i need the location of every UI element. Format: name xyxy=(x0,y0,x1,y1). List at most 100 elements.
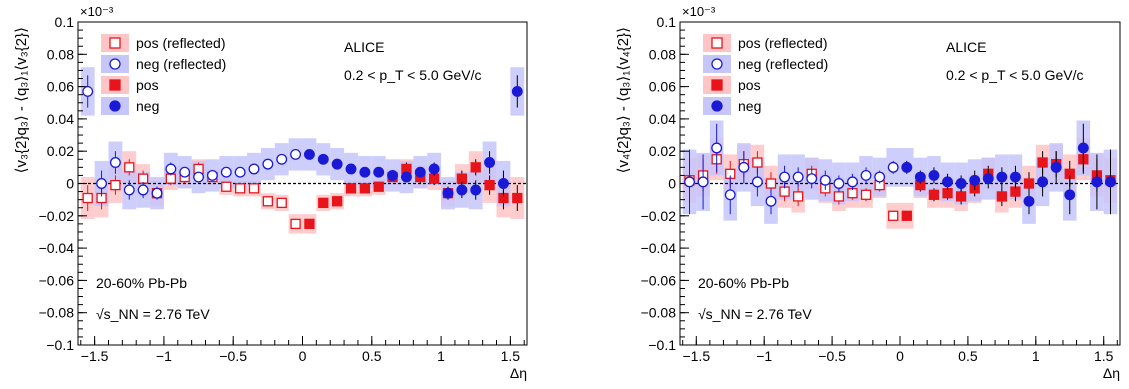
marker-pos xyxy=(345,183,357,194)
marker-neg-reflected xyxy=(179,166,191,178)
marker-neg xyxy=(1091,176,1103,188)
marker-neg-reflected xyxy=(151,187,163,199)
marker-pos-reflected xyxy=(221,181,232,192)
marker-neg-reflected xyxy=(874,171,886,183)
legend-marker xyxy=(109,100,121,112)
marker-neg-reflected xyxy=(847,176,858,188)
marker-pos-reflected xyxy=(110,179,121,191)
y-tick-label: 0.02 xyxy=(47,143,74,159)
marker-neg-reflected xyxy=(833,178,845,189)
chart-panel-1: −0.1 −0.08 −0.06 −0.04 −0.02 0 0.02 0.04 0.06 0.0… xyxy=(13,4,528,381)
legend-label: pos (reflected) xyxy=(738,35,827,51)
marker-pos-reflected xyxy=(765,178,777,189)
y-tick-label: 0.06 xyxy=(47,79,74,95)
marker-pos xyxy=(928,189,940,200)
x-tick-label: −1.5 xyxy=(682,348,710,364)
legend-label: neg xyxy=(136,98,159,114)
legend-label: neg (reflected) xyxy=(738,56,828,72)
marker-neg xyxy=(400,171,412,183)
y-tick-label: 0.04 xyxy=(649,111,676,127)
marker-pos-reflected xyxy=(779,186,790,197)
marker-pos-reflected xyxy=(234,183,246,194)
legend-marker xyxy=(711,58,723,70)
marker-pos xyxy=(331,196,343,207)
marker-pos xyxy=(470,162,481,173)
y-tick-label: 0.1 xyxy=(55,14,75,30)
marker-pos-reflected xyxy=(262,196,274,207)
legend-label: neg xyxy=(738,98,761,114)
marker-neg-reflected xyxy=(262,158,274,170)
y-tick-label: −0.1 xyxy=(46,337,74,353)
marker-pos xyxy=(1010,186,1021,197)
marker-pos xyxy=(512,192,523,204)
marker-pos xyxy=(318,197,329,209)
y-tick-label: −0.06 xyxy=(39,272,75,288)
x-axis-label: Δη xyxy=(1103,365,1120,381)
x-tick-label: −1.5 xyxy=(81,348,109,364)
marker-neg-reflected xyxy=(819,174,831,186)
marker-neg xyxy=(456,184,468,196)
y-tick-label: −0.08 xyxy=(641,305,677,321)
marker-pos xyxy=(901,210,912,221)
x-tick-label: 1.5 xyxy=(1094,348,1114,364)
marker-pos-reflected xyxy=(833,191,845,202)
y-tick-label: −0.06 xyxy=(641,272,677,288)
marker-pos-reflected xyxy=(290,218,301,230)
experiment-label: ALICE xyxy=(946,39,986,55)
x-tick-label: 1 xyxy=(1032,348,1040,364)
legend: pos (reflected) neg (reflected) pos neg xyxy=(703,34,828,115)
marker-pos xyxy=(304,218,315,230)
marker-pos-reflected xyxy=(248,183,260,194)
y-tick-label: −0.1 xyxy=(648,337,676,353)
marker-neg xyxy=(414,166,426,178)
marker-pos-reflected xyxy=(847,188,858,199)
kinematic-range-label: 0.2 < p_T < 5.0 GeV/c xyxy=(946,67,1084,83)
marker-neg-reflected xyxy=(697,176,709,188)
y-tick-label: 0.02 xyxy=(649,143,676,159)
marker-pos-reflected xyxy=(137,173,149,184)
y-tick-label: 0.08 xyxy=(649,46,676,62)
x-tick-label: 0.5 xyxy=(958,348,978,364)
legend-marker xyxy=(109,37,121,49)
marker-pos-reflected xyxy=(752,157,763,168)
marker-neg-reflected xyxy=(137,184,149,196)
marker-neg-reflected xyxy=(860,169,872,181)
marker-pos xyxy=(996,191,1008,202)
marker-neg-reflected xyxy=(684,176,695,188)
marker-neg-reflected xyxy=(779,171,791,183)
marker-pos xyxy=(1023,178,1035,189)
marker-neg-reflected xyxy=(738,161,750,173)
y-tick-label: 0.06 xyxy=(649,79,676,95)
marker-neg-reflected xyxy=(96,178,108,189)
marker-neg xyxy=(1009,171,1021,183)
marker-neg xyxy=(442,187,454,199)
y-tick-label: −0.08 xyxy=(39,305,75,321)
marker-pos xyxy=(359,183,371,194)
x-axis-label: Δη xyxy=(510,365,527,381)
marker-pos-reflected xyxy=(124,162,135,173)
marker-neg xyxy=(511,85,523,97)
x-tick-label: 0.5 xyxy=(362,348,382,364)
marker-neg xyxy=(928,169,940,181)
marker-pos xyxy=(1037,157,1048,168)
legend-marker xyxy=(109,79,121,91)
marker-neg-reflected xyxy=(751,176,763,188)
y-exponent-label: ×10⁻³ xyxy=(682,4,716,19)
y-tick-label: −0.02 xyxy=(39,208,75,224)
marker-pos-reflected xyxy=(165,173,176,184)
x-tick-label: 1.5 xyxy=(501,348,521,364)
legend: pos (reflected) neg (reflected) pos neg xyxy=(101,34,226,115)
marker-neg xyxy=(996,171,1008,183)
marker-neg xyxy=(1105,176,1116,188)
marker-neg xyxy=(1023,195,1035,207)
legend-label: pos xyxy=(136,77,159,93)
marker-neg xyxy=(1064,189,1076,201)
marker-neg-reflected xyxy=(109,157,121,168)
marker-neg-reflected xyxy=(290,148,302,160)
y-axis-label: ⟨v₄{2}q₃⟩ - ⟨q₃⟩₁⟨v₄{2}⟩ xyxy=(615,27,632,173)
marker-neg xyxy=(1037,176,1049,188)
marker-neg xyxy=(428,163,440,175)
y-axis-label: ⟨v₃{2}q₃⟩ - ⟨q₃⟩₁⟨v₃{2}⟩ xyxy=(13,27,30,173)
legend-marker xyxy=(109,58,121,70)
y-tick-label: −0.02 xyxy=(641,208,677,224)
